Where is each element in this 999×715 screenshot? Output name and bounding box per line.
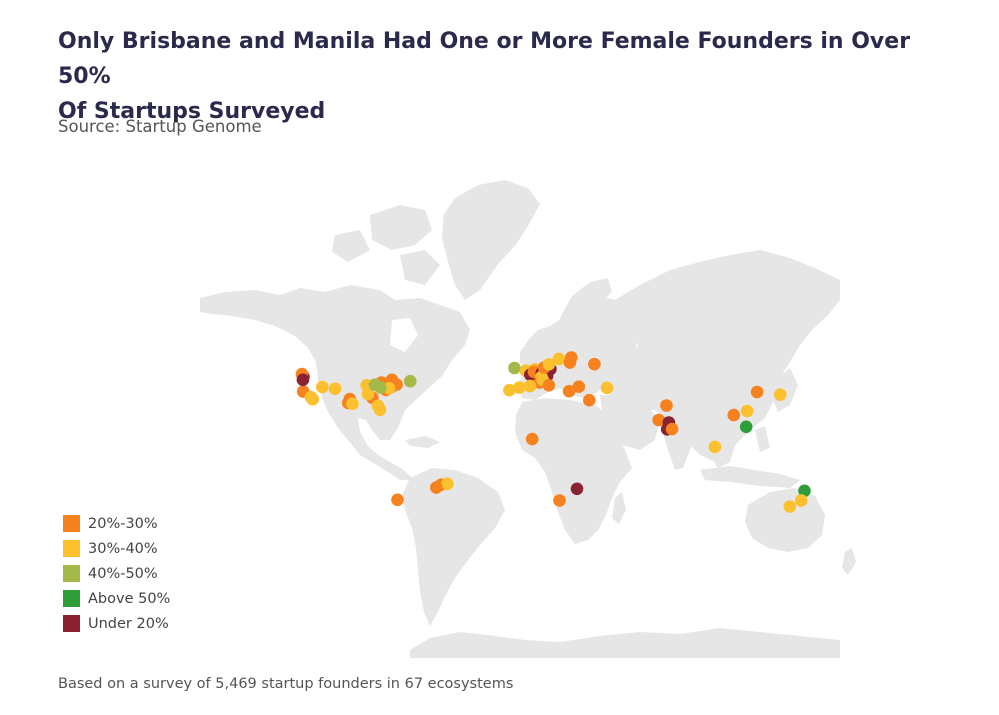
land-scandinavia <box>560 278 612 336</box>
city-markers <box>295 351 811 513</box>
city-marker-6[interactable] <box>328 382 342 396</box>
city-marker-70[interactable] <box>783 500 797 513</box>
city-marker-7[interactable] <box>316 380 329 394</box>
city-marker-29[interactable] <box>508 361 521 375</box>
city-marker-44[interactable] <box>588 357 601 371</box>
city-marker-28[interactable] <box>430 481 443 494</box>
city-marker-21[interactable] <box>361 387 375 401</box>
city-marker-54[interactable] <box>525 432 539 446</box>
city-marker-61[interactable] <box>665 422 679 436</box>
city-marker-46[interactable] <box>542 379 556 392</box>
title-line-2: Of Startups Surveyed <box>58 99 326 124</box>
city-marker-47[interactable] <box>513 381 526 394</box>
land-madagascar <box>612 492 626 524</box>
footnote: Based on a survey of 5,469 startup found… <box>58 676 514 692</box>
land-indonesia <box>700 426 800 488</box>
land-south-america <box>402 468 505 626</box>
city-marker-53[interactable] <box>583 393 596 407</box>
city-marker-63[interactable] <box>739 420 753 434</box>
city-marker-23[interactable] <box>374 381 387 394</box>
legend-label: Above 50% <box>88 590 171 607</box>
city-marker-55[interactable] <box>570 482 584 496</box>
land-japan <box>772 368 798 412</box>
city-marker-40[interactable] <box>542 358 556 371</box>
land-greenland <box>442 180 540 300</box>
city-marker-49[interactable] <box>523 379 537 393</box>
city-marker-14[interactable] <box>371 399 385 413</box>
city-marker-56[interactable] <box>553 494 566 507</box>
city-marker-66[interactable] <box>774 388 787 402</box>
city-marker-69[interactable] <box>794 494 808 507</box>
hudson-bay <box>390 318 418 352</box>
land-layer <box>200 180 856 658</box>
city-marker-50[interactable] <box>562 384 576 398</box>
city-marker-43[interactable] <box>563 356 577 369</box>
city-marker-68[interactable] <box>798 484 811 498</box>
source-subtitle: Source: Startup Genome <box>58 117 262 136</box>
city-marker-58[interactable] <box>652 413 665 427</box>
legend-item-0: 20%-30% <box>63 511 170 536</box>
city-marker-10[interactable] <box>346 397 359 411</box>
legend-label: Under 20% <box>88 615 169 632</box>
city-marker-64[interactable] <box>727 408 741 422</box>
land-arctic-islands <box>332 205 440 285</box>
legend-item-2: 40%-50% <box>63 561 170 586</box>
legend-label: 40%-50% <box>88 565 158 582</box>
city-marker-57[interactable] <box>660 399 673 412</box>
city-marker-3[interactable] <box>296 373 310 387</box>
legend-swatch <box>63 540 80 557</box>
city-marker-65[interactable] <box>740 404 754 418</box>
land-africa <box>515 398 632 544</box>
land-british-isles <box>522 336 545 364</box>
land-new-zealand <box>842 548 856 575</box>
land-caribbean <box>405 436 440 448</box>
city-marker-5[interactable] <box>306 393 320 406</box>
legend-swatch <box>63 615 80 632</box>
chart-title: Only Brisbane and Manila Had One or More… <box>58 24 958 129</box>
legend-swatch <box>63 565 80 582</box>
city-marker-26[interactable] <box>441 477 454 491</box>
title-line-1: Only Brisbane and Manila Had One or More… <box>58 29 911 89</box>
city-marker-52[interactable] <box>600 381 614 395</box>
city-marker-27[interactable] <box>391 493 404 507</box>
legend-item-3: Above 50% <box>63 586 170 611</box>
land-australia <box>745 488 825 552</box>
city-marker-24[interactable] <box>403 374 417 388</box>
legend-swatch <box>63 515 80 532</box>
legend-label: 20%-30% <box>88 515 158 532</box>
legend-swatch <box>63 590 80 607</box>
city-marker-41[interactable] <box>552 352 566 366</box>
city-marker-48[interactable] <box>503 383 516 397</box>
city-marker-51[interactable] <box>572 380 586 394</box>
legend: 20%-30% 30%-40% 40%-50% Above 50% Under 20% <box>63 511 170 636</box>
legend-label: 30%-40% <box>88 540 158 557</box>
legend-item-1: 30%-40% <box>63 536 170 561</box>
city-marker-67[interactable] <box>750 385 764 399</box>
legend-item-4: Under 20% <box>63 611 170 636</box>
land-antarctica <box>200 628 840 658</box>
city-marker-62[interactable] <box>708 440 722 454</box>
